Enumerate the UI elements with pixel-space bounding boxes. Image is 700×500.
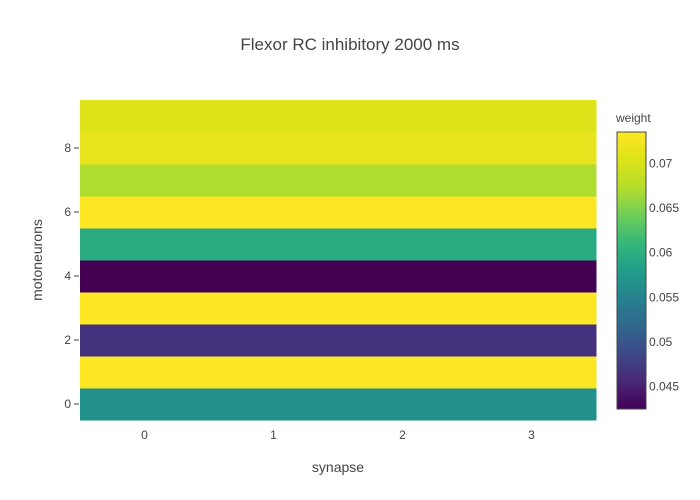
heatmap-cell [209, 260, 339, 293]
heatmap-cell [338, 164, 468, 197]
heatmap-cell [338, 388, 468, 421]
heatmap-cell [209, 132, 339, 165]
heatmap-cell [467, 164, 597, 197]
colorbar-gradient [616, 131, 647, 410]
heatmap-cell [467, 388, 597, 421]
x-axis-ticks: 0 1 2 3 [141, 428, 535, 442]
heatmap-cell [467, 132, 597, 165]
heatmap-cell [209, 388, 339, 421]
heatmap-cell [209, 196, 339, 229]
heatmap-cell [209, 356, 339, 389]
heatmap-cell [467, 196, 597, 229]
heatmap-cells [80, 100, 597, 421]
heatmap-cell [80, 132, 210, 165]
heatmap-cell [80, 292, 210, 325]
heatmap-cell [80, 260, 210, 293]
colorbar-tick-label: 0.065 [649, 201, 679, 215]
heatmap-cell [80, 100, 210, 133]
heatmap-cell [80, 356, 210, 389]
heatmap-cell [338, 292, 468, 325]
colorbar-tick-label: 0.045 [649, 380, 679, 394]
heatmap-cell [338, 356, 468, 389]
x-tick-label: 3 [528, 428, 535, 442]
heatmap-cell [467, 324, 597, 357]
heatmap-cell [209, 164, 339, 197]
heatmap-cell [338, 260, 468, 293]
x-axis-title: synapse [312, 459, 364, 475]
heatmap-cell [209, 100, 339, 133]
heatmap-cell [338, 324, 468, 357]
heatmap-cell [467, 292, 597, 325]
y-axis-ticks: 0 2 4 6 8 [64, 141, 79, 411]
y-axis-title: motoneurons [29, 219, 45, 301]
x-tick-label: 1 [270, 428, 277, 442]
colorbar: weight 0.045 0.05 0.055 0.06 0.065 0.07 [615, 111, 679, 410]
heatmap-cell [338, 228, 468, 261]
heatmap-cell [80, 164, 210, 197]
heatmap-cell [80, 196, 210, 229]
heatmap-cell [80, 228, 210, 261]
x-tick-label: 2 [399, 428, 406, 442]
colorbar-tick-label: 0.05 [649, 335, 673, 349]
heatmap-cell [467, 356, 597, 389]
heatmap-cell [338, 132, 468, 165]
heatmap-cell [467, 100, 597, 133]
y-tick-label: 0 [64, 397, 71, 411]
heatmap-cell [338, 100, 468, 133]
colorbar-title: weight [615, 111, 651, 125]
heatmap-cell [80, 324, 210, 357]
y-tick-label: 8 [64, 141, 71, 155]
x-tick-label: 0 [141, 428, 148, 442]
heatmap-cell [338, 196, 468, 229]
heatmap-cell [209, 324, 339, 357]
colorbar-tick-label: 0.06 [649, 246, 673, 260]
heatmap-cell [467, 228, 597, 261]
colorbar-tick-label: 0.055 [649, 290, 679, 304]
chart-title: Flexor RC inhibitory 2000 ms [240, 35, 459, 54]
y-tick-label: 2 [64, 333, 71, 347]
colorbar-tick-label: 0.07 [649, 156, 673, 170]
y-tick-label: 4 [64, 269, 71, 283]
heatmap-cell [209, 228, 339, 261]
heatmap-cell [209, 292, 339, 325]
colorbar-ticks: 0.045 0.05 0.055 0.06 0.065 0.07 [649, 156, 679, 393]
heatmap-cell [467, 260, 597, 293]
heatmap-cell [80, 388, 210, 421]
y-tick-label: 6 [64, 205, 71, 219]
